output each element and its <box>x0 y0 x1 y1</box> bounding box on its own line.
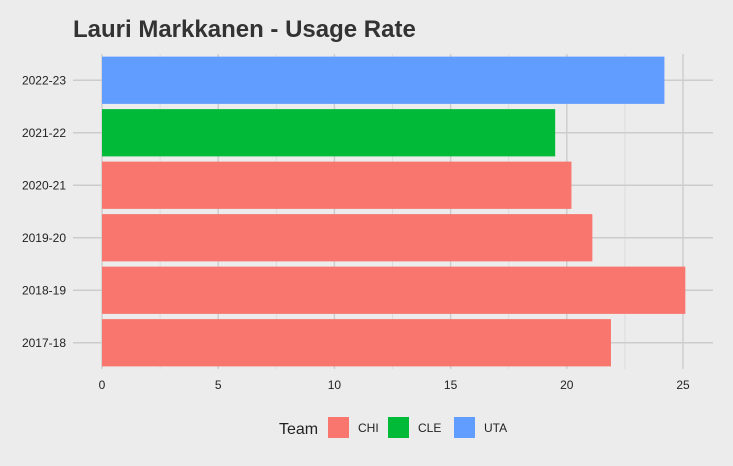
x-axis-labels: 0 5 10 15 20 25 <box>99 378 690 392</box>
y-tick-label: 2018-19 <box>22 283 66 297</box>
bar-2021-22 <box>102 109 556 157</box>
legend-key-cle <box>388 417 409 438</box>
x-tick-label: 25 <box>676 378 690 392</box>
y-tick-label: 2019-20 <box>22 231 66 245</box>
bars <box>102 56 686 367</box>
legend-key-uta <box>454 417 475 438</box>
y-tick-label: 2020-21 <box>22 178 66 192</box>
x-tick-label: 5 <box>215 378 222 392</box>
bar-2019-20 <box>102 214 593 262</box>
y-tick-label: 2021-22 <box>22 126 66 140</box>
x-tick-label: 20 <box>560 378 574 392</box>
y-tick-label: 2022-23 <box>22 73 66 87</box>
legend-label-uta: UTA <box>484 421 507 435</box>
legend-key-chi <box>328 417 349 438</box>
x-tick-label: 0 <box>99 378 106 392</box>
y-tick-label: 2017-18 <box>22 336 66 350</box>
legend-label-cle: CLE <box>418 421 441 435</box>
legend-label-chi: CHI <box>358 421 379 435</box>
bar-2022-23 <box>102 56 665 104</box>
bar-2020-21 <box>102 161 572 209</box>
legend-title: Team <box>279 421 318 438</box>
bar-2018-19 <box>102 266 686 314</box>
bar-2017-18 <box>102 319 611 367</box>
x-tick-label: 10 <box>328 378 342 392</box>
x-tick-label: 15 <box>444 378 458 392</box>
legend: Team CHI CLE UTA <box>279 417 507 438</box>
chart-title: Lauri Markkanen - Usage Rate <box>73 16 416 43</box>
y-axis-labels: 2017-18 2018-19 2019-20 2020-21 2021-22 2022-… <box>22 73 66 350</box>
